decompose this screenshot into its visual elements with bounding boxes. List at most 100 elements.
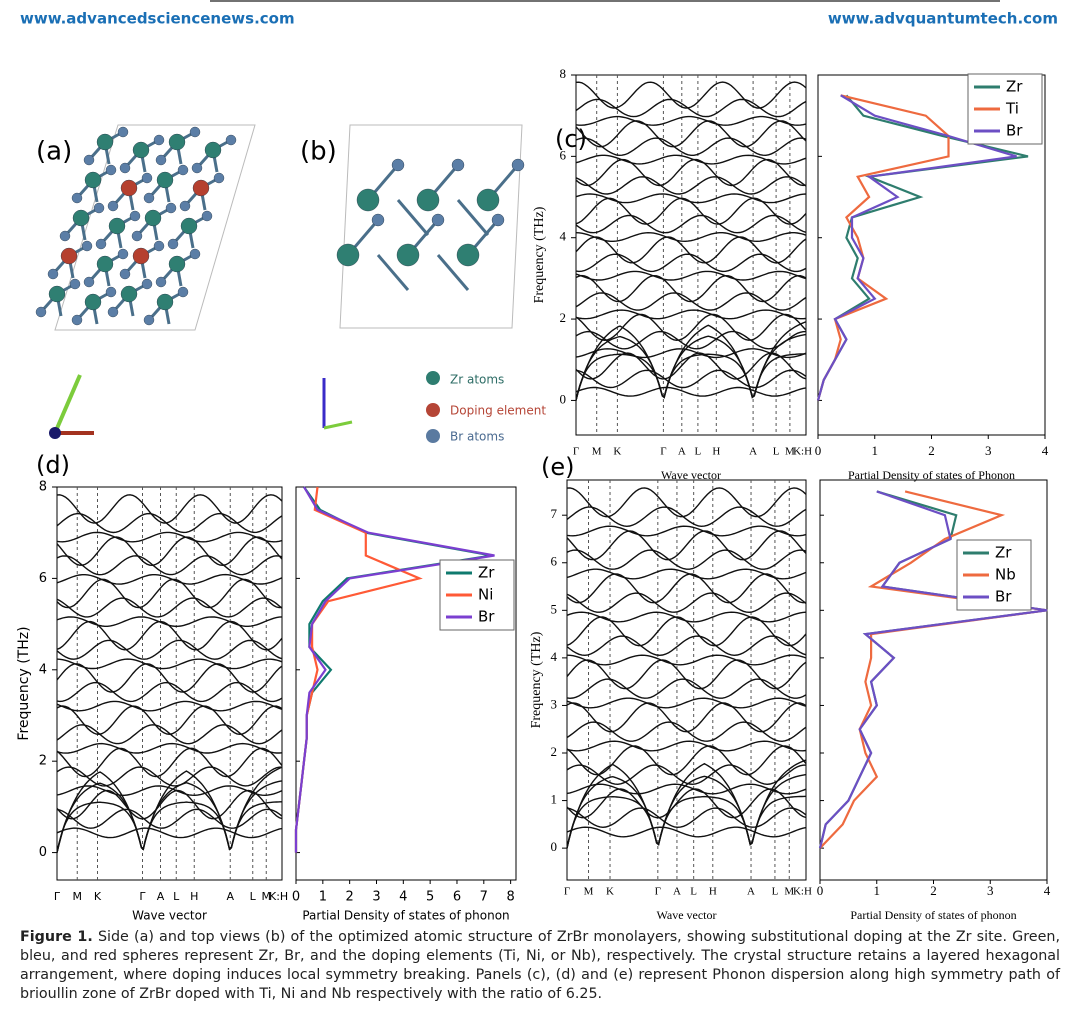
atom: [131, 230, 143, 242]
band-curve: [566, 745, 807, 776]
plot-frame: [295, 486, 517, 881]
k-point-label: Γ: [564, 886, 570, 898]
band-curve: [56, 785, 283, 797]
y-tick-label: 0: [39, 845, 47, 860]
y-tick-label: 5: [551, 601, 558, 616]
atom: [456, 243, 480, 267]
k-point-label: M: [784, 886, 794, 898]
band-curve: [575, 353, 806, 401]
atom: [141, 172, 153, 184]
plot-frame: [575, 74, 807, 436]
atom: [431, 213, 445, 227]
band-curve: [566, 740, 807, 752]
band-curve: [56, 531, 283, 543]
legend-label: Zr: [478, 564, 495, 582]
band-curve: [566, 764, 807, 786]
legend-label: Ti: [1005, 100, 1019, 118]
band-curve: [575, 270, 807, 281]
k-point-label: K:H: [269, 890, 288, 903]
band-curve: [566, 807, 807, 829]
band-curve: [575, 274, 807, 303]
k-point-label: K:H: [793, 886, 812, 898]
k-point-label: K: [94, 890, 102, 903]
axis-origin: [49, 427, 61, 439]
band-curve: [566, 506, 807, 528]
k-point-label: Γ: [573, 446, 579, 458]
band-curve: [56, 597, 283, 618]
band-curve: [575, 193, 807, 204]
band-curve: [566, 592, 807, 614]
k-point-label: Γ: [54, 890, 61, 903]
plot-frame: [566, 479, 807, 881]
band-curve: [566, 678, 807, 700]
y-tick-label: 0: [551, 839, 558, 854]
band-curve: [566, 573, 807, 604]
atom: [72, 209, 90, 227]
k-point-label: M: [592, 446, 602, 458]
k-point-label: H: [190, 890, 198, 903]
dos-line: [294, 486, 495, 853]
atom: [69, 278, 81, 290]
atom: [167, 238, 179, 250]
k-point-label: L: [690, 886, 697, 898]
atom: [156, 293, 174, 311]
dos-line: [816, 94, 1017, 401]
atom: [96, 255, 114, 273]
atom-legend: Br atoms: [450, 430, 504, 444]
band-curve: [566, 659, 807, 690]
band-curve: [56, 639, 283, 660]
y-axis-label: Frequency (THz): [529, 631, 544, 728]
atom: [165, 202, 177, 214]
atom: [476, 188, 500, 212]
k-point-label: Γ: [660, 446, 666, 458]
atom: [155, 154, 167, 166]
x-axis-label: Partial Density of states of Phonon: [848, 468, 1015, 482]
k-point-label: L: [250, 890, 257, 903]
atom: [35, 306, 47, 318]
band-curve: [56, 747, 283, 778]
x-tick-label: 3: [372, 890, 380, 905]
band-curve: [575, 313, 807, 342]
atom: [491, 213, 505, 227]
atom: [95, 238, 107, 250]
x-tick-label: 3: [987, 883, 994, 898]
x-tick-label: 0: [817, 883, 824, 898]
atom: [511, 158, 525, 172]
dos-line: [819, 490, 1048, 849]
y-tick-label: 2: [560, 310, 567, 325]
y-tick-label: 7: [551, 506, 558, 521]
atom: [155, 276, 167, 288]
x-tick-label: 2: [928, 443, 935, 458]
atom: [117, 248, 129, 260]
atom: [356, 188, 380, 212]
y-tick-label: 2: [39, 754, 47, 769]
y-tick-label: 6: [39, 571, 47, 586]
y-tick-label: 8: [39, 480, 47, 495]
legend-label: Br: [1006, 122, 1023, 140]
k-point-label: K: [613, 446, 621, 458]
x-tick-label: 8: [506, 890, 514, 905]
caption-text: Side (a) and top views (b) of the optimi…: [20, 929, 1060, 1002]
y-tick-label: 6: [560, 147, 567, 162]
band-curve: [56, 742, 283, 754]
band-curve: [56, 536, 283, 567]
panel-label: (b): [300, 137, 337, 167]
band-curve: [56, 616, 283, 627]
atom: [204, 141, 222, 159]
x-tick-label: 2: [930, 883, 937, 898]
k-point-label: L: [772, 886, 779, 898]
band-curve: [575, 236, 807, 264]
x-tick-label: 5: [426, 890, 434, 905]
band-curve: [56, 663, 283, 693]
k-point-label: H: [709, 886, 717, 898]
atom: [153, 240, 165, 252]
legend-label: Br: [478, 608, 495, 626]
band-curve: [566, 795, 807, 849]
atom: [132, 141, 150, 159]
legend-label: Br: [995, 588, 1012, 606]
dos-line: [818, 490, 1048, 849]
y-tick-label: 4: [39, 662, 47, 677]
atom: [189, 248, 201, 260]
atom: [153, 134, 165, 146]
